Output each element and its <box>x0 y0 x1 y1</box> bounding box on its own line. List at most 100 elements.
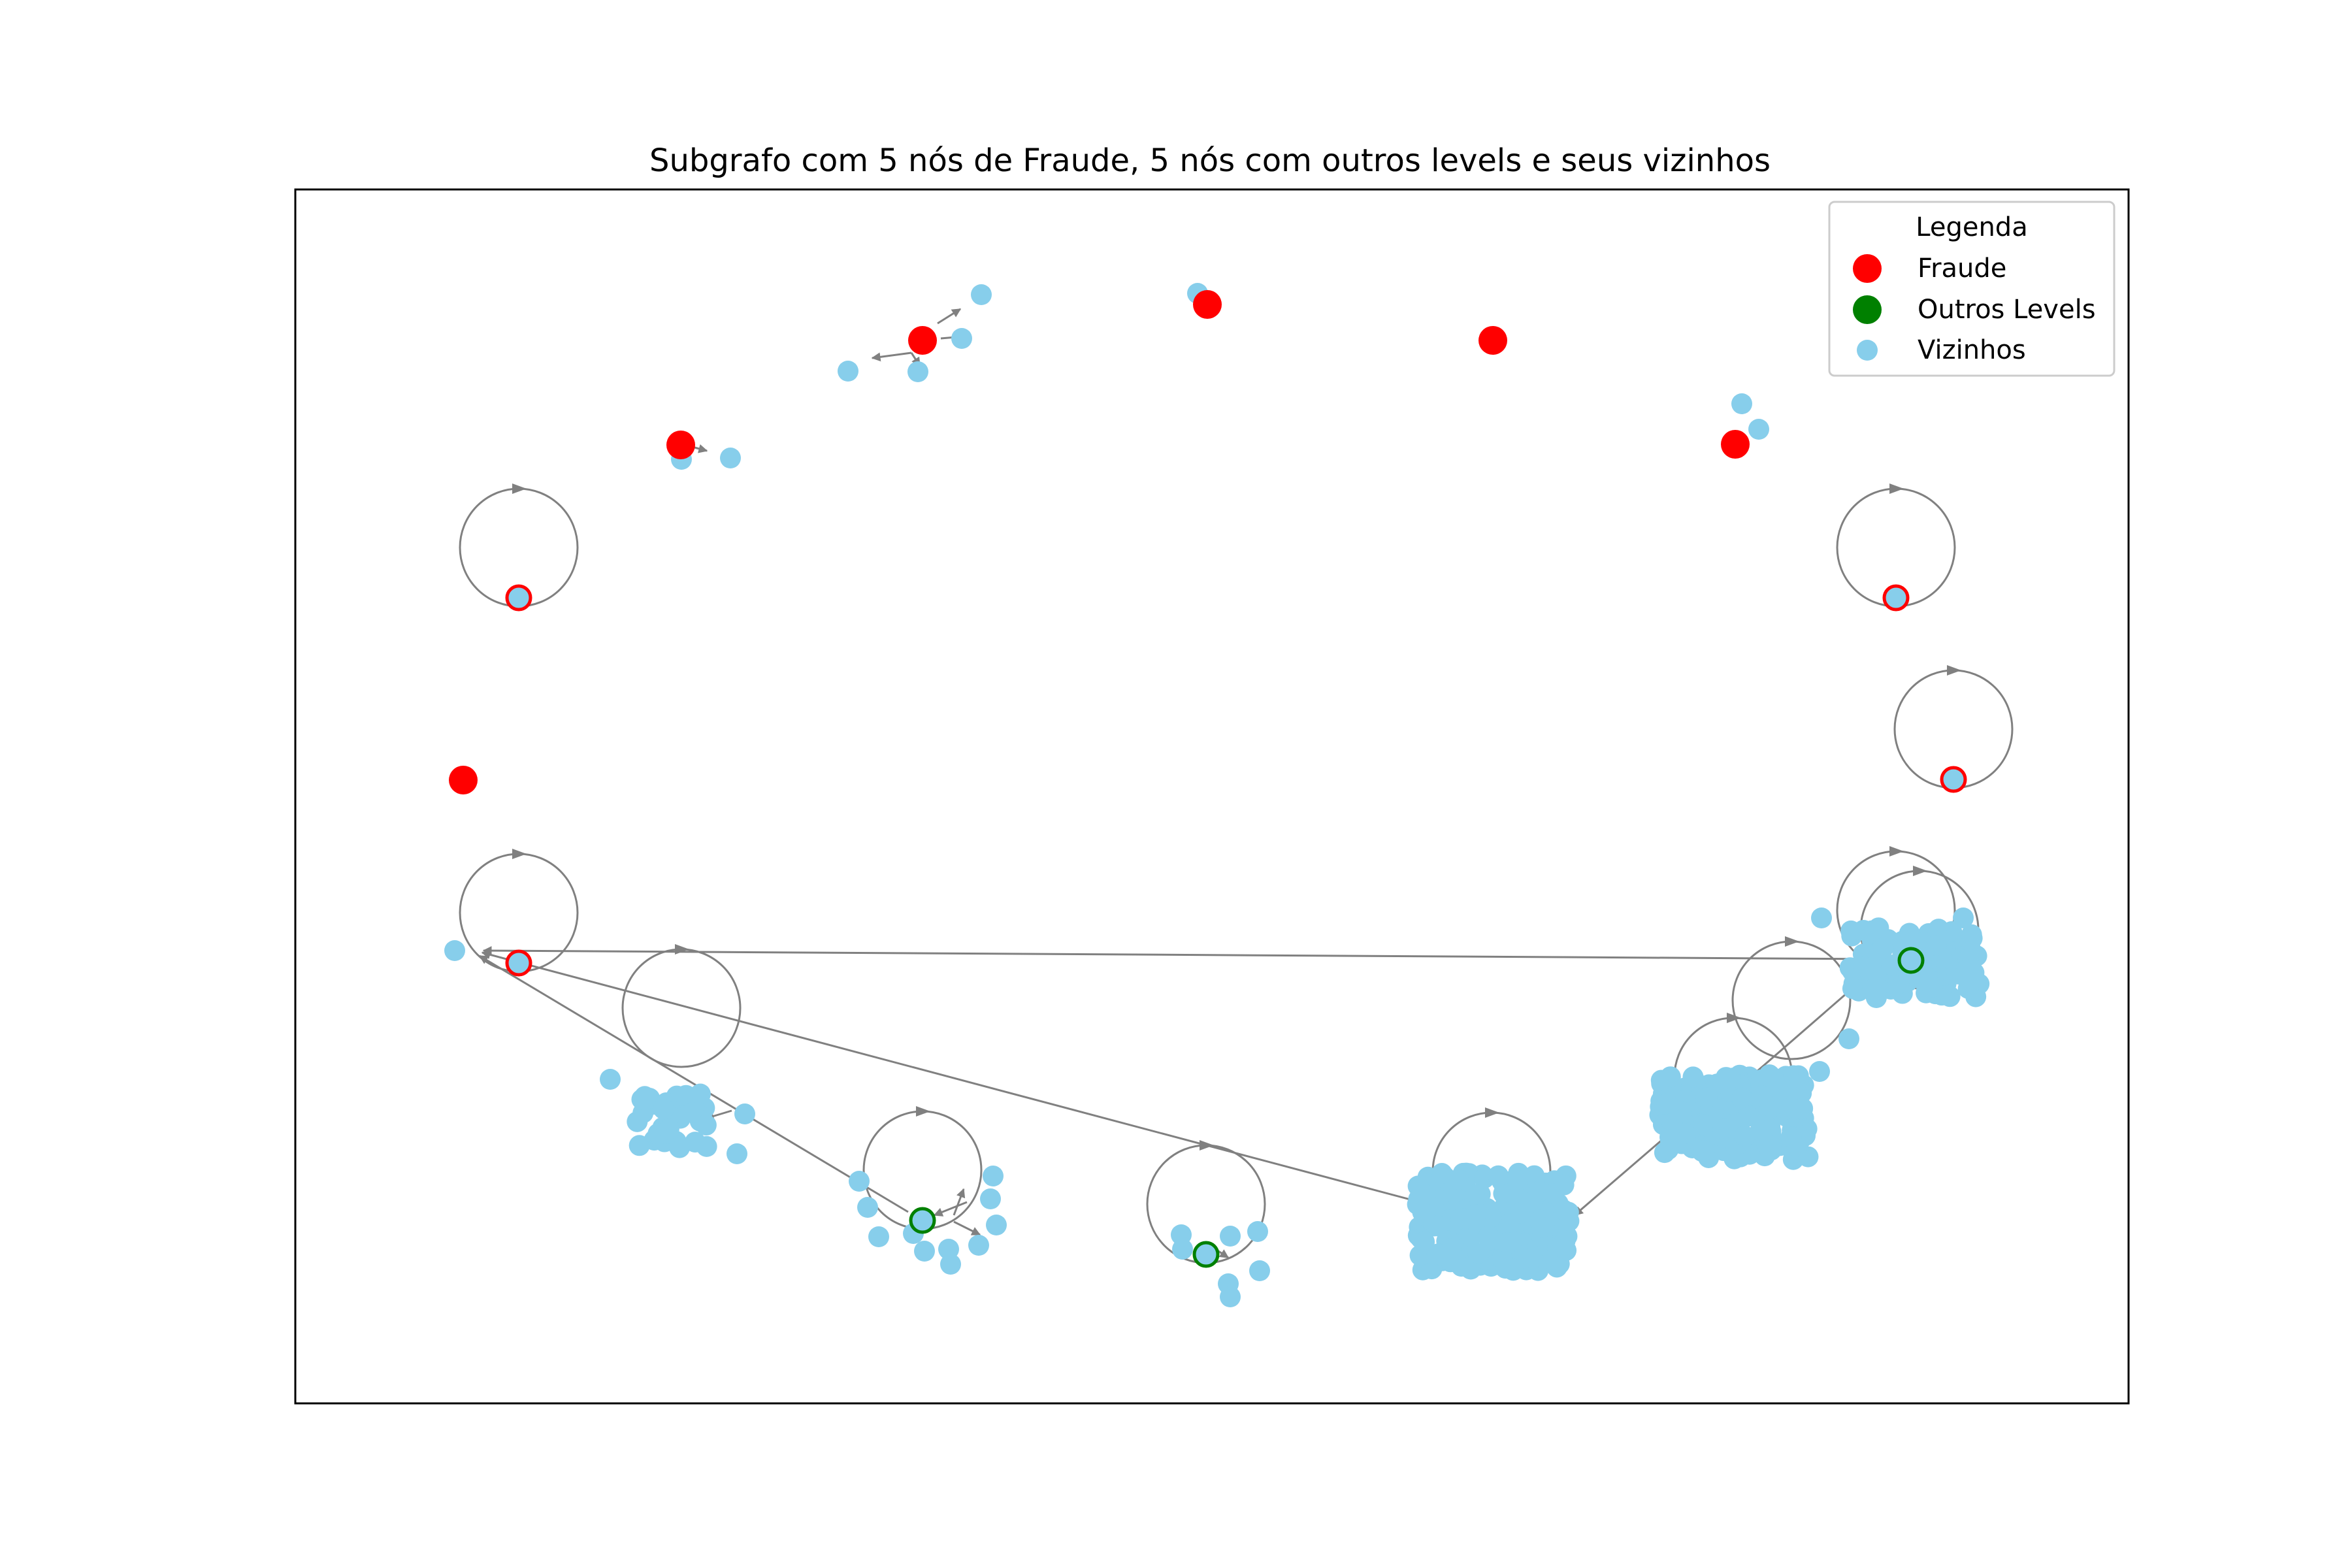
vizinho-node <box>1780 1126 1802 1147</box>
self-loop-arrow <box>675 944 689 955</box>
legend-label-outros-levels: Outros Levels <box>1918 295 2096 325</box>
directed-edge <box>933 1201 968 1217</box>
vizinho-node <box>907 361 928 382</box>
vizinho-node <box>1719 1068 1740 1090</box>
vizinho-node <box>857 1197 878 1218</box>
vizinho-node <box>1761 1139 1782 1161</box>
vizinho-node <box>734 1103 755 1124</box>
plot-frame <box>294 188 2130 1405</box>
vizinho-node <box>1957 977 1979 999</box>
vizinho-node <box>1731 393 1752 414</box>
vizinho-node <box>914 1241 935 1262</box>
vizinho-node <box>1478 1226 1499 1247</box>
vizinho-node <box>1682 1066 1704 1088</box>
self-loop-arrow <box>512 483 527 494</box>
vizinho-node <box>1925 935 1947 956</box>
vizinho-node <box>1712 1119 1734 1140</box>
self-loop-arrow <box>916 1106 930 1117</box>
vizinho-node <box>1842 978 1863 1000</box>
vizinho-node <box>1811 907 1832 928</box>
vizinho-node <box>868 1226 889 1247</box>
vizinho-node <box>1480 1206 1502 1228</box>
vizinho-node <box>1838 1028 1859 1049</box>
edge-layer <box>459 308 2014 1264</box>
directed-edge <box>482 946 1882 960</box>
self-loop-arrow <box>1727 1013 1741 1023</box>
vizinho-node <box>1731 1087 1753 1109</box>
vizinho-node <box>1671 1101 1692 1122</box>
vizinho-node <box>1497 1232 1518 1253</box>
vizinho-node <box>720 448 741 468</box>
legend: Legenda Fraude Outros Levels Vizinhos <box>1828 201 2115 377</box>
vizinho-node <box>1665 1132 1687 1153</box>
legend-label-fraude: Fraude <box>1918 253 2006 284</box>
fraude-node <box>449 766 478 794</box>
vizinho-node <box>980 1188 1001 1209</box>
vizinho-node <box>1428 1215 1449 1237</box>
self-loop-edge <box>621 948 742 1068</box>
vizinho-node <box>1854 956 1875 977</box>
vizinho-node <box>1492 1248 1513 1269</box>
vizinho-node <box>951 328 972 349</box>
legend-marker-vizinhos <box>1857 340 1878 361</box>
outros-levels-node <box>1192 1241 1220 1268</box>
vizinho-node <box>1921 976 1943 998</box>
vizinho-node <box>1460 1226 1482 1247</box>
self-loop-arrow <box>1889 483 1904 494</box>
legend-title: Legenda <box>1916 212 2027 242</box>
directed-edge <box>871 351 912 362</box>
vizinho-node <box>1488 1165 1509 1186</box>
fraude-node <box>1940 766 1967 793</box>
vizinho-node <box>629 1135 650 1156</box>
vizinho-node <box>1956 959 1978 981</box>
vizinho-node <box>1748 419 1769 440</box>
fraude-node <box>1721 430 1750 459</box>
vizinho-node <box>1531 1217 1553 1238</box>
vizinho-node <box>1872 938 1893 959</box>
vizinho-node <box>1868 917 1889 939</box>
vizinho-node <box>1696 1087 1718 1109</box>
directed-edge <box>478 955 909 1213</box>
directed-edge <box>953 1188 966 1216</box>
self-loop-arrow <box>512 849 527 859</box>
fraude-node <box>666 431 695 459</box>
vizinho-node <box>1431 1163 1452 1184</box>
self-loop-arrow <box>1785 936 1799 947</box>
vizinho-node <box>1522 1247 1543 1269</box>
vizinho-node <box>1414 1231 1435 1252</box>
vizinho-node <box>1546 1256 1567 1278</box>
vizinho-node <box>1220 1286 1241 1307</box>
vizinho-node <box>1734 1125 1756 1147</box>
vizinho-node <box>1247 1221 1268 1242</box>
outros-levels-node <box>1897 947 1925 974</box>
vizinho-node <box>1750 1120 1771 1141</box>
self-loop-arrow <box>1947 665 1961 676</box>
vizinho-node <box>444 940 465 961</box>
vizinho-node <box>1546 1239 1568 1260</box>
vizinho-node <box>971 284 992 305</box>
vizinho-node <box>968 1235 989 1256</box>
vizinho-node <box>940 1254 961 1275</box>
legend-marker-fraude <box>1853 254 1882 283</box>
vizinho-node <box>1172 1239 1193 1260</box>
vizinho-node <box>1521 1191 1543 1213</box>
vizinho-node <box>849 1171 870 1192</box>
legend-box <box>1828 201 2115 377</box>
node-layer <box>444 283 1990 1307</box>
vizinho-node <box>1809 1061 1830 1082</box>
vizinho-node <box>1881 955 1903 976</box>
fraude-node <box>1882 584 1910 612</box>
self-loop-arrow <box>1913 866 1927 876</box>
directed-edge <box>937 308 962 325</box>
vizinho-node <box>689 1083 711 1105</box>
fraude-node <box>505 584 532 612</box>
vizinho-node <box>695 1115 717 1136</box>
vizinho-node <box>1953 907 1974 928</box>
vizinho-node <box>1792 1098 1814 1119</box>
fraude-node <box>908 326 937 355</box>
directed-edge <box>953 1220 981 1236</box>
vizinho-node <box>1507 1169 1528 1191</box>
vizinho-node <box>1751 1085 1772 1107</box>
self-loop-arrow <box>1889 846 1904 857</box>
